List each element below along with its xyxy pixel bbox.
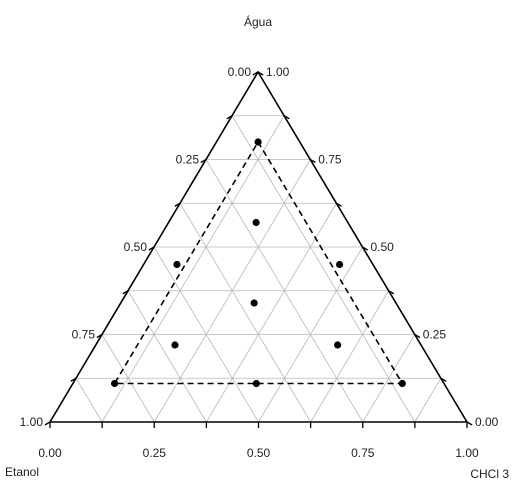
grid-line-etanol	[179, 203, 311, 423]
tick-label-right: 0.25	[423, 328, 447, 342]
tick-right	[388, 290, 395, 295]
data-point	[254, 138, 262, 146]
axis-title-left: Etanol	[5, 465, 39, 479]
tick-right	[362, 246, 369, 251]
boundary-dashed	[113, 140, 404, 385]
boundary-layer	[113, 140, 404, 385]
grid-line-chcl3	[414, 378, 442, 423]
tick-right	[466, 421, 473, 426]
grid-line-etanol	[231, 115, 416, 423]
tick-left	[44, 421, 51, 426]
tick-label-bottom: 0.50	[247, 446, 271, 460]
data-point	[398, 379, 406, 388]
data-point	[334, 341, 342, 349]
tick-left	[96, 333, 103, 339]
grid-line-chcl3	[101, 115, 285, 423]
data-point	[335, 260, 344, 269]
data-point	[250, 299, 258, 307]
grid-line-chcl3	[362, 334, 416, 423]
tick-left	[122, 290, 129, 295]
tick-marks	[44, 71, 473, 428]
tick-label-right: 1.00	[266, 65, 290, 79]
grid-line-chcl3	[206, 203, 337, 423]
grid-lines	[75, 115, 442, 423]
grid-line-etanol	[101, 334, 155, 423]
tick-right	[309, 158, 316, 164]
tick-label-right: 0.00	[475, 415, 499, 429]
tick-label-right: 0.50	[371, 240, 395, 254]
tick-label-left: 1.00	[20, 415, 44, 429]
grid-line-etanol	[75, 378, 103, 423]
tick-left	[226, 115, 233, 120]
tick-label-bottom: 0.25	[143, 446, 167, 460]
grid-line-chcl3	[258, 246, 363, 423]
tick-labels: 0.00 0.00 0.00 0.25 0.25 0.25 0.50 0.50 0.50 0.75…	[20, 65, 499, 460]
tick-label-left: 0.25	[176, 153, 200, 167]
data-point	[110, 379, 119, 388]
data-point	[252, 218, 260, 227]
data-point	[252, 379, 260, 388]
tick-left	[70, 377, 77, 382]
tick-left	[148, 246, 155, 251]
data-point	[173, 260, 181, 269]
tick-label-left: 0.00	[228, 65, 252, 79]
axis-title-right: CHCl 3	[470, 467, 509, 481]
grid-line-etanol	[127, 290, 207, 423]
grid-line-chcl3	[310, 290, 389, 423]
tick-label-bottom: 1.00	[455, 446, 479, 460]
tick-label-bottom: 0.00	[38, 446, 62, 460]
tick-label-left: 0.50	[124, 240, 148, 254]
tick-left	[200, 158, 207, 164]
axis-title-top: Água	[244, 14, 272, 29]
data-points	[110, 138, 406, 388]
tick-label-bottom: 0.75	[351, 446, 375, 460]
tick-right	[414, 333, 421, 339]
tick-right	[283, 115, 290, 120]
tick-label-left: 0.75	[72, 328, 96, 342]
tick-left	[252, 71, 259, 76]
tick-right	[440, 377, 447, 382]
grid-line-etanol	[153, 246, 259, 423]
tick-label-right: 0.75	[318, 153, 342, 167]
data-point	[171, 341, 179, 349]
tick-right	[257, 71, 264, 76]
tick-left	[174, 202, 181, 207]
tick-right	[336, 202, 342, 207]
